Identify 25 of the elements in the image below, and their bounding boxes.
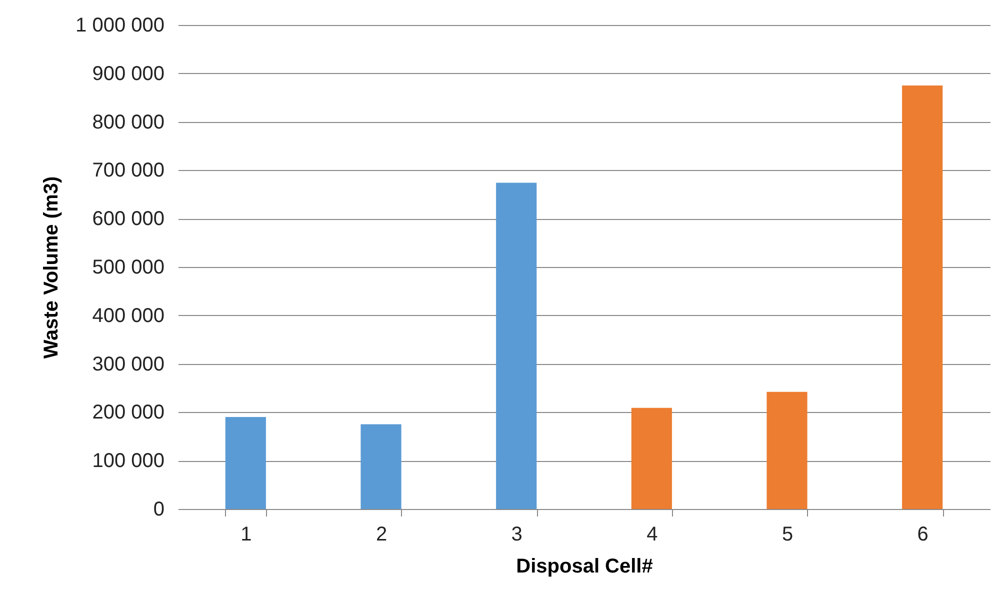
y-tick-label: 900 000 bbox=[92, 62, 164, 85]
x-tick-label: 4 bbox=[646, 524, 658, 546]
bar bbox=[360, 424, 402, 509]
y-tick-label: 700 000 bbox=[92, 160, 164, 182]
y-tick-label: 800 000 bbox=[92, 111, 164, 134]
y-tick-label: 400 000 bbox=[92, 304, 164, 327]
y-tick-label: 0 bbox=[153, 498, 164, 520]
y-tick-label: 300 000 bbox=[92, 353, 164, 376]
x-tick-label: 2 bbox=[376, 524, 388, 546]
x-tick-label: 5 bbox=[782, 524, 794, 546]
bar bbox=[496, 182, 537, 509]
y-tick-label: 600 000 bbox=[92, 208, 164, 230]
y-tick-label: 1 000 000 bbox=[76, 14, 164, 36]
y-tick-label: 100 000 bbox=[92, 450, 164, 472]
y-tick-label: 500 000 bbox=[92, 256, 164, 278]
x-axis-title: Disposal Cell# bbox=[516, 556, 653, 578]
bar bbox=[225, 417, 266, 509]
bar bbox=[631, 408, 672, 509]
bar bbox=[902, 86, 943, 509]
y-tick-label: 200 000 bbox=[92, 402, 164, 424]
x-tick-label: 3 bbox=[511, 524, 522, 546]
y-axis-title: Waste Volume (m3) bbox=[40, 176, 63, 359]
bar bbox=[766, 392, 808, 509]
x-tick-label: 6 bbox=[917, 524, 928, 546]
x-tick-label: 1 bbox=[240, 524, 252, 546]
